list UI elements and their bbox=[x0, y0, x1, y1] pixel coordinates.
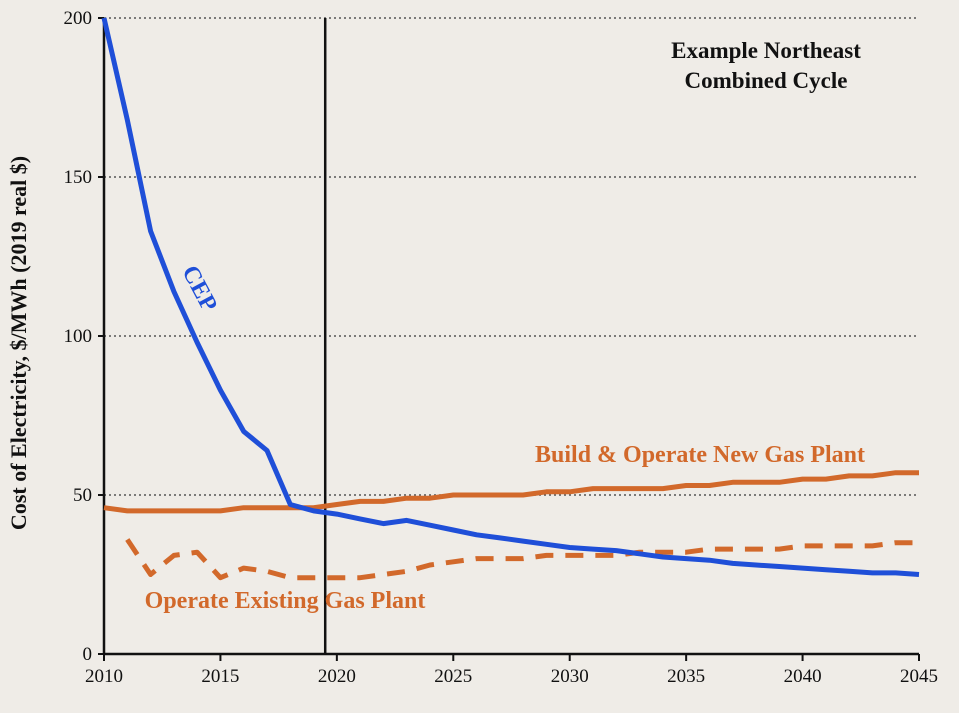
y-tick-label-0: 0 bbox=[83, 644, 93, 665]
labels: Example Northeast Combined Cycle Cost of… bbox=[6, 38, 865, 614]
y-tick-label-50: 50 bbox=[73, 485, 92, 506]
x-tick-label-2045: 2045 bbox=[900, 666, 938, 687]
x-tick-label-2010: 2010 bbox=[85, 666, 123, 687]
x-tick-label-2015: 2015 bbox=[201, 666, 239, 687]
series-label-operate-existing-gas-plant: Operate Existing Gas Plant bbox=[145, 588, 426, 614]
chart-title-line-1: Example Northeast bbox=[671, 38, 861, 63]
x-tick-label-2030: 2030 bbox=[551, 666, 589, 687]
y-tick-label-150: 150 bbox=[64, 167, 93, 188]
series-lines bbox=[101, 17, 920, 581]
x-tick-label-2035: 2035 bbox=[667, 666, 705, 687]
chart-title-line-2: Combined Cycle bbox=[685, 68, 848, 93]
x-tick-label-2025: 2025 bbox=[434, 666, 472, 687]
series-line-operate-existing-gas-plant bbox=[125, 538, 919, 581]
series-line-cep bbox=[101, 17, 920, 577]
y-tick-label-100: 100 bbox=[64, 326, 93, 347]
x-tick-label-2040: 2040 bbox=[784, 666, 822, 687]
axes: 0 50 100 150 200 2010 2015 2020 2025 2030 2035 2040… bbox=[64, 8, 939, 687]
y-axis-title: Cost of Electricity, $/MWh (2019 real $) bbox=[6, 156, 31, 530]
y-tick-label-200: 200 bbox=[64, 8, 93, 29]
series-label-build-operate-new-gas-plant: Build & Operate New Gas Plant bbox=[535, 442, 865, 468]
series-line-build-operate-new-gas-plant bbox=[103, 470, 919, 514]
gridlines bbox=[104, 17, 919, 496]
x-tick-label-2020: 2020 bbox=[318, 666, 356, 687]
